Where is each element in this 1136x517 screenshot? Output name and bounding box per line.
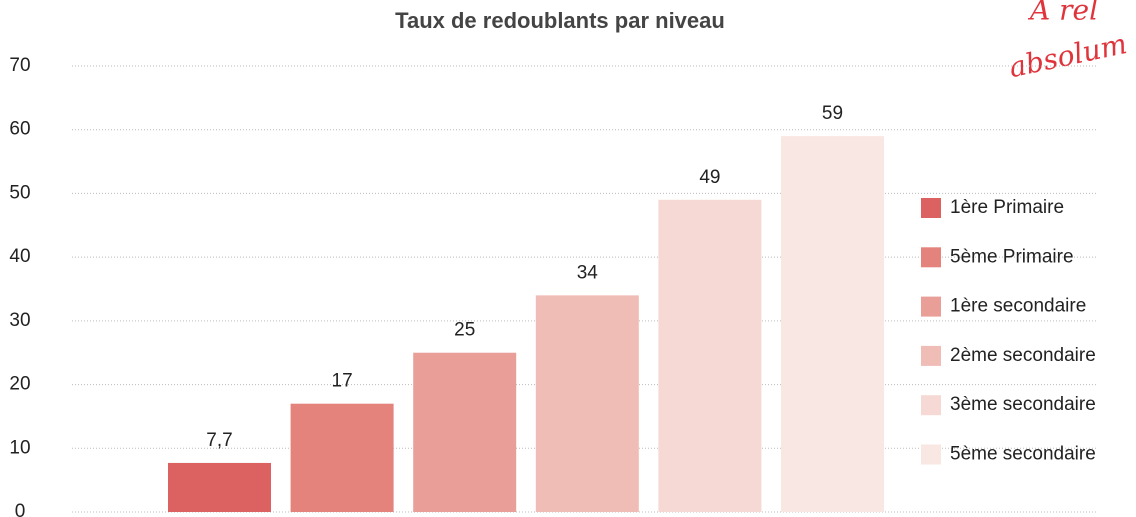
bar xyxy=(658,199,762,513)
y-tick-label: 70 xyxy=(9,55,30,76)
legend-swatch xyxy=(921,296,941,317)
bar xyxy=(535,295,639,512)
data-label: 49 xyxy=(699,167,720,188)
legend-label: 5ème secondaire xyxy=(950,444,1096,465)
y-tick-label: 50 xyxy=(9,182,30,203)
data-label: 17 xyxy=(332,371,353,392)
y-tick-label: 30 xyxy=(9,310,30,331)
data-label: 7,7 xyxy=(206,430,232,451)
y-tick-label: 60 xyxy=(9,119,30,140)
annotation: À rel xyxy=(1027,0,1098,27)
legend-swatch xyxy=(921,247,941,268)
legend-swatch xyxy=(921,198,941,218)
y-tick-label: 0 xyxy=(15,501,26,517)
legend-swatch xyxy=(921,444,941,465)
data-label: 34 xyxy=(577,262,599,283)
bar xyxy=(168,462,271,512)
data-label: 59 xyxy=(822,103,843,124)
data-label: 25 xyxy=(454,320,475,341)
legend-label: 1ère Primaire xyxy=(950,197,1064,218)
annotation: absolum xyxy=(1006,27,1130,84)
bar xyxy=(290,403,394,512)
y-tick-label: 10 xyxy=(9,437,30,458)
legend-swatch xyxy=(921,395,941,416)
chart-title: Taux de redoublants par niveau xyxy=(395,8,725,33)
legend-label: 2ème secondaire xyxy=(950,345,1096,366)
legend-swatch xyxy=(921,345,941,366)
bar xyxy=(413,352,517,512)
y-tick-label: 40 xyxy=(9,246,30,267)
legend-label: 5ème Primaire xyxy=(950,246,1074,267)
legend-label: 1ère secondaire xyxy=(950,296,1086,317)
y-tick-label: 20 xyxy=(9,374,30,395)
bar xyxy=(781,136,884,513)
legend-label: 3ème secondaire xyxy=(950,394,1096,415)
